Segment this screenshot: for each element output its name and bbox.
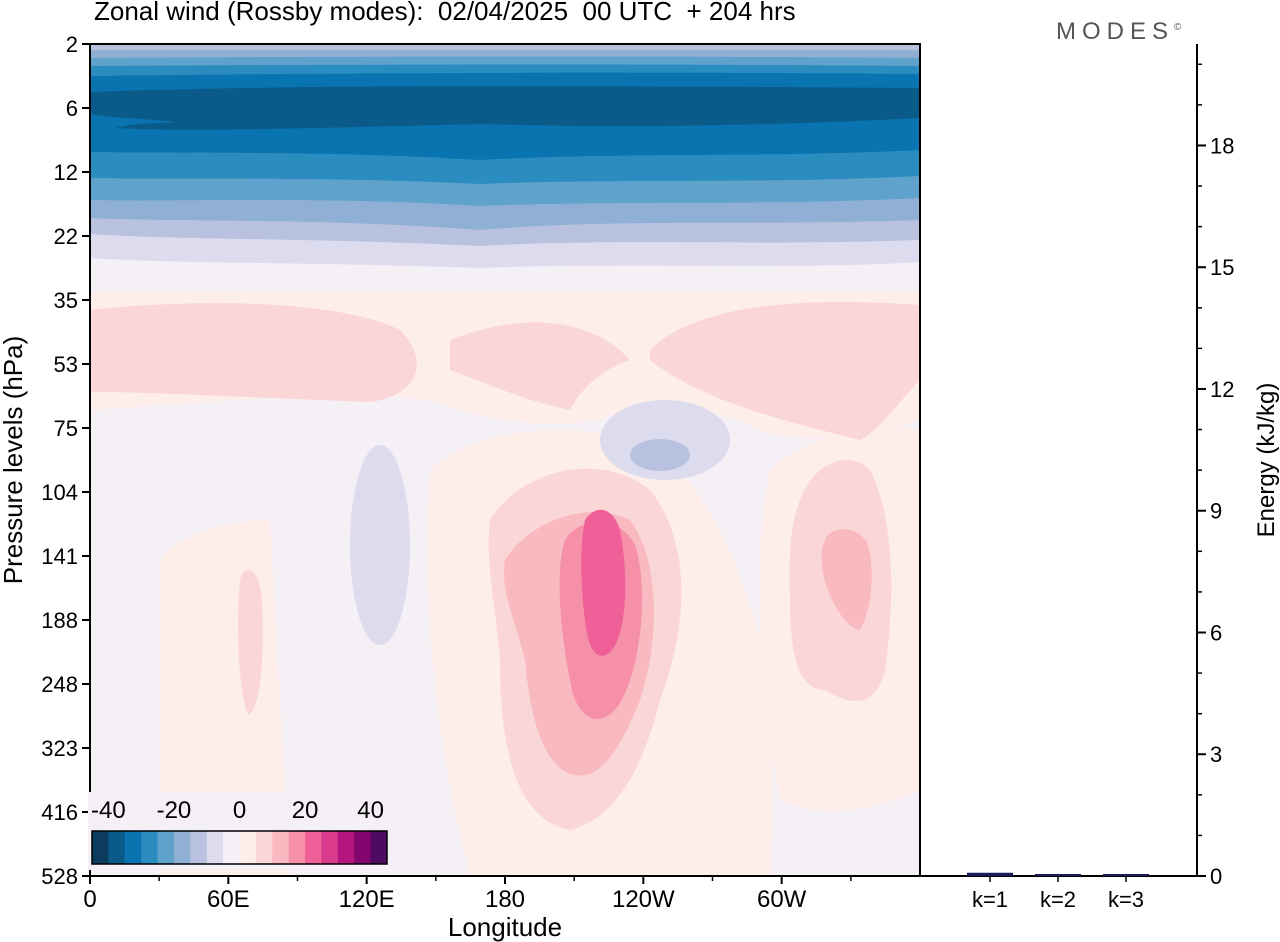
- wind-field: [90, 44, 920, 876]
- field-westerly-left: [90, 303, 417, 402]
- x-tick-label: 60E: [207, 886, 250, 913]
- energy-tick-label: 6: [1210, 620, 1222, 645]
- y-tick-label: 248: [41, 672, 78, 697]
- colorbar-frame: [91, 830, 388, 865]
- colorbar-swatch: [173, 831, 191, 864]
- bar-category-label: k=1: [972, 887, 1008, 912]
- energy-bar: [967, 872, 1013, 876]
- chart-title: Zonal wind (Rossby modes): 02/04/2025 00…: [94, 0, 796, 26]
- x-tick-label: 180: [485, 886, 525, 913]
- colorbar-swatch: [223, 831, 240, 864]
- x-tick-label: 120W: [612, 886, 675, 913]
- y-axis-ticks: 2 6 12 22 35 53 75 104 141 188 248 323 416 528: [41, 32, 90, 889]
- colorbar-swatch: [157, 831, 175, 864]
- y-tick-label: 6: [66, 96, 78, 121]
- energy-tick-label: 18: [1210, 133, 1234, 158]
- field-easterly-patch-1: [350, 445, 410, 645]
- bar-category-label: k=2: [1040, 887, 1076, 912]
- x-axis-ticks: 0 60E 120E 180 120W 60W: [83, 876, 852, 913]
- colorbar-label: 40: [357, 797, 384, 824]
- energy-tick-label: 15: [1210, 255, 1234, 280]
- y-tick-label: 528: [41, 864, 78, 889]
- colorbar-swatch: [354, 831, 372, 864]
- energy-axis-ticks: 0 3 6 9 12 15 18: [1197, 63, 1234, 889]
- y-tick-label: 141: [41, 544, 78, 569]
- energy-tick-label: 0: [1210, 864, 1222, 889]
- colorbar-swatch: [370, 831, 388, 864]
- y-tick-label: 2: [66, 32, 78, 57]
- energy-tick-label: 3: [1210, 742, 1222, 767]
- colorbar-label: 0: [233, 797, 246, 824]
- y-tick-label: 53: [54, 352, 78, 377]
- colorbar-swatch: [305, 831, 322, 864]
- energy-axis-label: Energy (kJ/kg): [1253, 383, 1280, 538]
- colorbar-swatch: [92, 831, 109, 864]
- field-easterly-patch-3: [630, 439, 690, 471]
- colorbar-label: 20: [292, 797, 319, 824]
- colorbar-swatch: [272, 831, 290, 864]
- field-jet-60w-inner: [821, 529, 872, 630]
- y-tick-label: 35: [54, 288, 78, 313]
- field-westerly-right: [650, 302, 920, 440]
- y-tick-label: 75: [54, 416, 78, 441]
- logo-text: MODES: [1056, 18, 1175, 45]
- y-tick-label: 188: [41, 608, 78, 633]
- x-axis-label: Longitude: [448, 912, 562, 942]
- colorbar-swatch: [206, 831, 224, 864]
- y-tick-label: 104: [41, 480, 78, 505]
- x-tick-label: 0: [83, 886, 96, 913]
- energy-bar: [1103, 874, 1149, 876]
- colorbar-swatch: [337, 831, 355, 864]
- bar-category-label: k=3: [1108, 887, 1144, 912]
- field-strat-top-0: [90, 44, 920, 50]
- colorbar-swatch: [124, 831, 142, 864]
- logo-mark: ©: [1174, 22, 1182, 33]
- colorbar-label: -20: [157, 797, 192, 824]
- colorbar-swatch: [239, 831, 257, 864]
- colorbar-swatch: [255, 831, 273, 864]
- modes-logo: MODES©: [1056, 18, 1181, 46]
- colorbar-label: -40: [91, 797, 126, 824]
- field-jet-core-4: [581, 509, 626, 656]
- y-tick-label: 323: [41, 736, 78, 761]
- energy-bar: [1035, 874, 1081, 876]
- colorbar-swatch: [288, 831, 306, 864]
- energy-tick-label: 12: [1210, 377, 1234, 402]
- energy-tick-label: 9: [1210, 499, 1222, 524]
- x-tick-label: 120E: [339, 886, 395, 913]
- y-tick-label: 12: [54, 160, 78, 185]
- energy-bars: k=1 k=2 k=3: [967, 872, 1149, 912]
- colorbar-swatch: [321, 831, 339, 864]
- field-jet-west-outer: [238, 569, 263, 715]
- colorbar: -40 -20 0 20 40: [88, 792, 393, 870]
- field-westerly-mid: [450, 322, 630, 410]
- x-tick-label: 60W: [757, 886, 807, 913]
- colorbar-swatch: [108, 831, 126, 864]
- y-tick-label: 416: [41, 800, 78, 825]
- colorbar-swatch: [141, 831, 159, 864]
- y-tick-label: 22: [54, 224, 78, 249]
- colorbar-swatch: [190, 831, 208, 864]
- y-axis-label: Pressure levels (hPa): [0, 336, 28, 585]
- field-strat-core: [90, 86, 920, 130]
